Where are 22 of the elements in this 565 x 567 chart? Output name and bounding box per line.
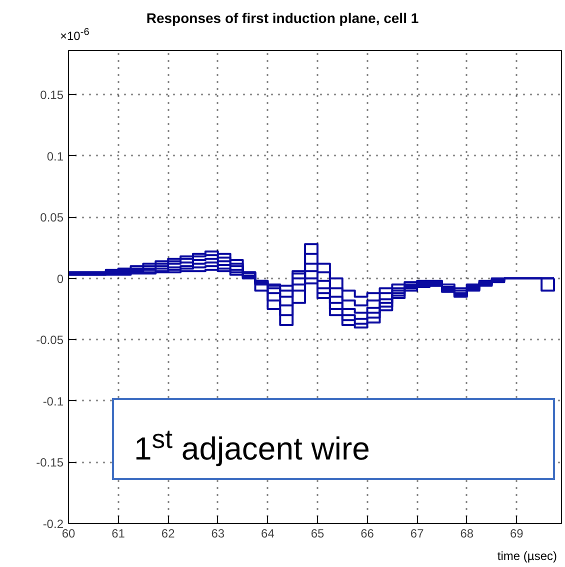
x-tick-label: 62	[161, 526, 176, 540]
y-tick-label: 0.15	[40, 88, 64, 102]
y-tick-label: 0.1	[46, 149, 64, 164]
x-tick-label: 66	[360, 526, 374, 540]
y-tick-label: -0.1	[42, 394, 64, 408]
x-tick-label: 65	[310, 526, 324, 540]
x-tick-label: 69	[510, 526, 524, 540]
y-tick-label: -0.15	[36, 456, 64, 470]
x-tick-label: 63	[211, 526, 225, 540]
y-tick-label: 0.05	[40, 210, 64, 225]
y-tick-label: 0	[56, 272, 64, 286]
x-tick-label: 61	[112, 526, 126, 540]
x-tick-label: 64	[261, 526, 275, 540]
x-tick-label: 68	[460, 526, 474, 540]
x-tick-label: 67	[410, 526, 424, 540]
y-tick-label: -0.05	[36, 333, 64, 348]
text-box: 1$^{st}$ adjacent wire	[112, 398, 555, 480]
x-axis-title: time (µsec)	[496, 548, 557, 565]
chart-title: Responses of first induction plane, cell 1	[145, 9, 420, 28]
text: ×10$^{-6}$	[59, 26, 90, 45]
x-tick-label: 60	[62, 526, 76, 540]
y-tick-label: -0.2	[42, 517, 64, 531]
